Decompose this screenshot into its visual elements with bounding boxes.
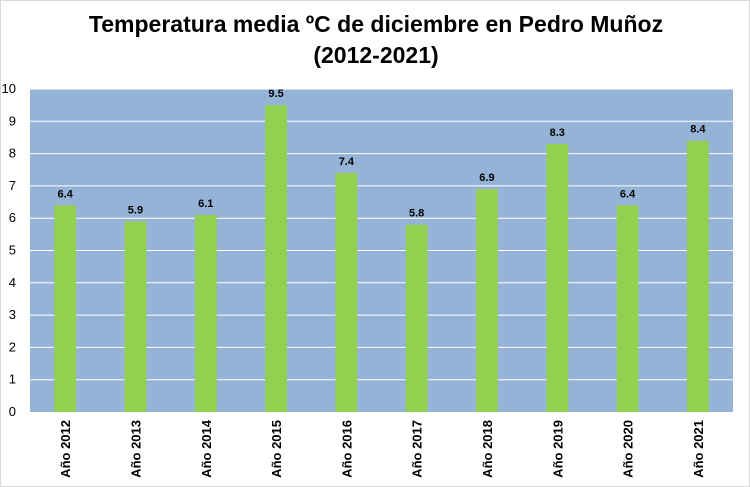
y-tick-label: 10	[2, 81, 16, 96]
x-tick-label: Año 2014	[199, 419, 214, 478]
y-tick-label: 7	[9, 178, 16, 193]
data-label: 8.4	[690, 124, 706, 136]
data-labels: 6.4 5.9 6.1 9.5 7.4 5.8 6.9 8.3 6.4 8.4	[58, 88, 707, 220]
data-label: 9.5	[268, 88, 283, 100]
bar	[476, 189, 498, 412]
y-tick-label: 0	[9, 404, 16, 419]
data-label: 6.4	[58, 188, 74, 200]
gridlines	[30, 88, 733, 381]
data-label: 6.1	[198, 198, 213, 210]
data-label: 5.9	[128, 204, 143, 216]
x-tick-label: Año 2019	[550, 420, 565, 478]
bar	[405, 224, 428, 412]
bar	[124, 221, 147, 412]
chart-title: Temperatura media ºC de diciembre en Ped…	[1, 9, 750, 71]
x-tick-label: Año 2020	[621, 420, 636, 478]
data-label: 6.4	[620, 188, 636, 200]
x-tick-label: Año 2016	[339, 420, 354, 478]
data-label: 8.3	[550, 127, 565, 139]
y-tick-label: 6	[9, 210, 16, 225]
x-tick-label: Año 2013	[128, 420, 143, 478]
x-tick-label: Año 2012	[58, 420, 73, 478]
y-tick-label: 1	[9, 372, 16, 387]
bar	[616, 205, 639, 412]
x-tick-label: Año 2021	[691, 420, 706, 478]
x-tick-label: Año 2015	[269, 420, 284, 478]
bar	[54, 205, 77, 412]
y-tick-label: 9	[9, 113, 16, 128]
data-label: 6.9	[479, 172, 494, 184]
bar	[546, 143, 569, 412]
data-label: 5.8	[409, 208, 424, 220]
bar	[686, 140, 709, 412]
bar	[194, 214, 217, 412]
y-tick-label: 8	[9, 146, 16, 161]
y-tick-label: 5	[9, 243, 16, 258]
chart-title-line-1: Temperatura media ºC de diciembre en Ped…	[88, 11, 664, 37]
x-tick-label: Año 2017	[410, 420, 425, 478]
bars	[54, 105, 709, 413]
y-tick-label: 4	[9, 275, 16, 290]
y-tick-label: 3	[9, 307, 16, 322]
chart-title-line-2: (2012-2021)	[313, 42, 439, 68]
y-axis-ticks: 0 1 2 3 4 5 6 7 8 9 10	[2, 81, 16, 419]
bar	[335, 172, 358, 412]
x-axis-labels: Año 2012 Año 2013 Año 2014 Año 2015 Año 2016…	[58, 419, 706, 478]
data-label: 7.4	[339, 156, 355, 168]
x-tick-label: Año 2018	[480, 420, 495, 478]
bar	[265, 105, 287, 413]
y-tick-label: 2	[9, 339, 16, 354]
